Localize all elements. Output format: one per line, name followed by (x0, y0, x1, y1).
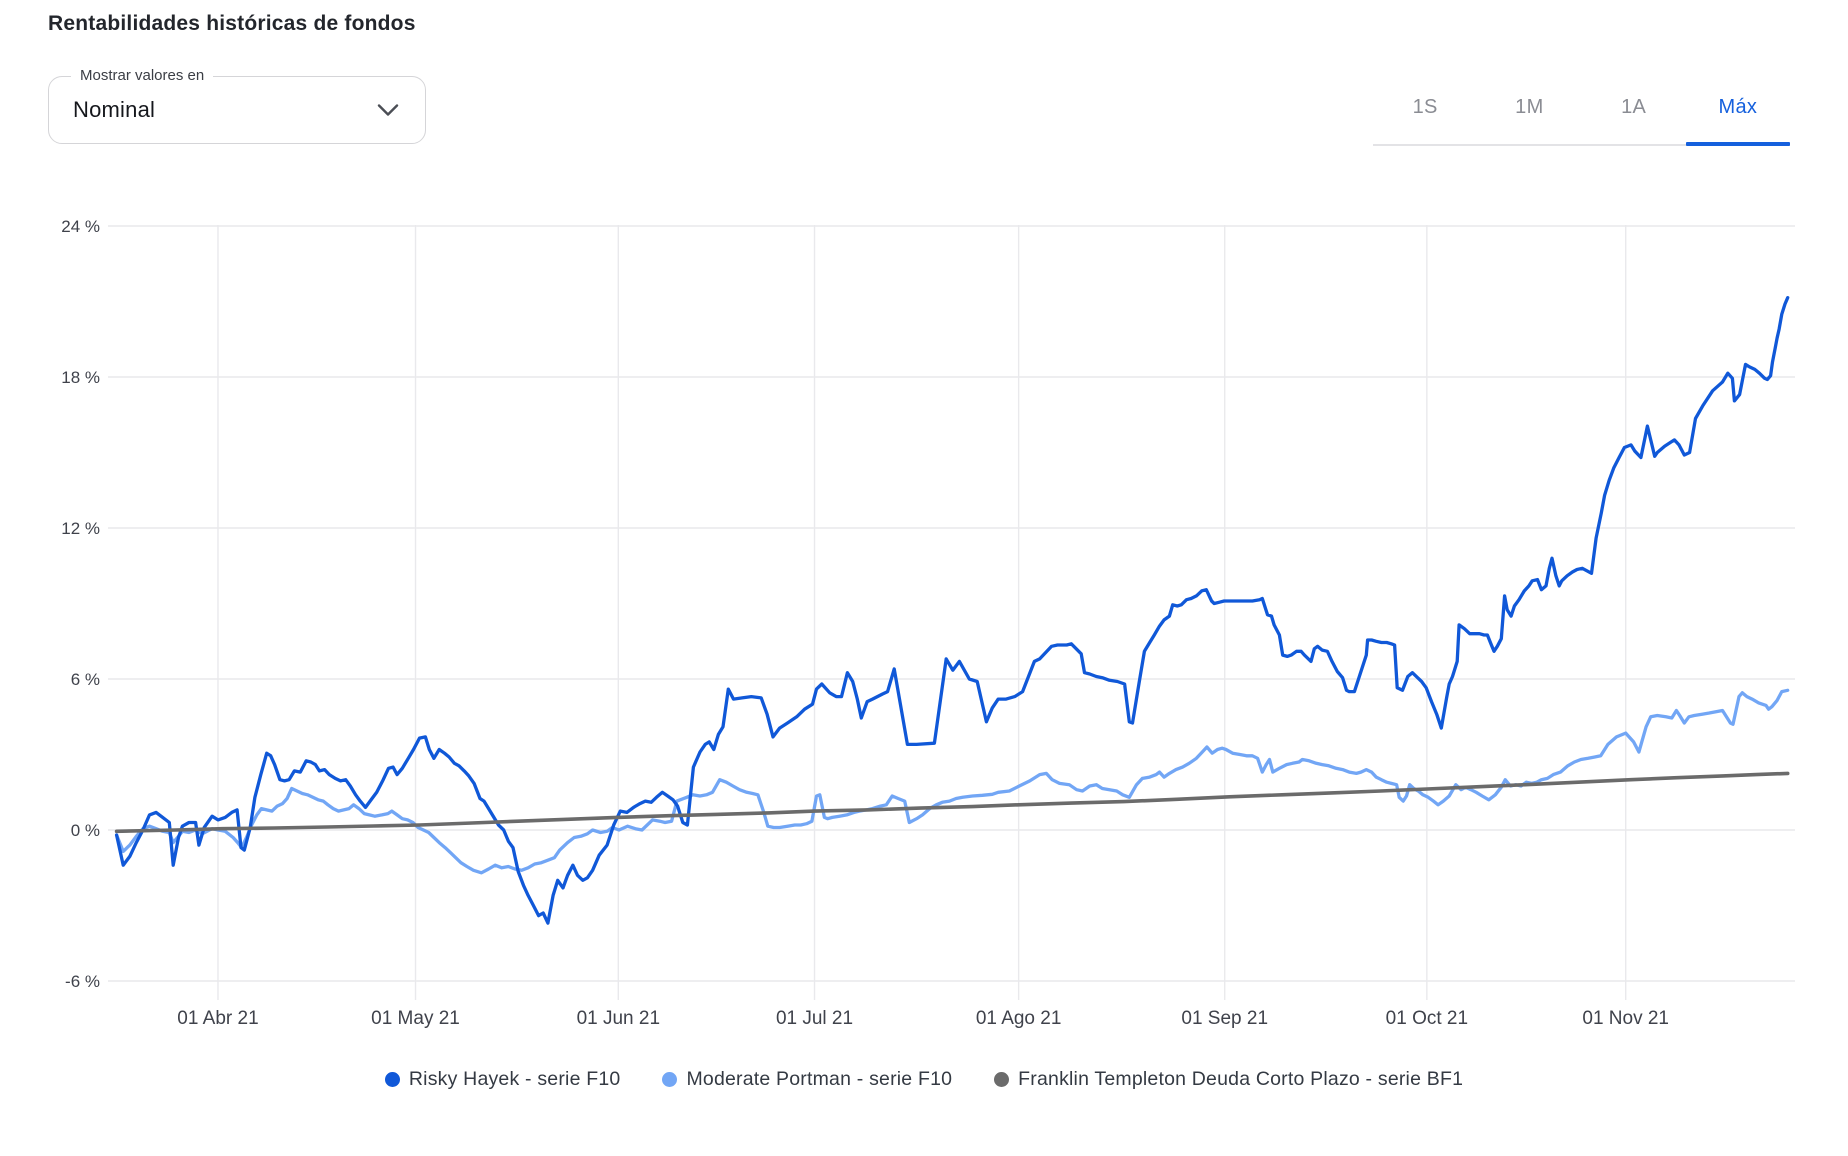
tab-1s[interactable]: 1S (1412, 95, 1438, 118)
legend-label: Franklin Templeton Deuda Corto Plazo - s… (1018, 1068, 1464, 1090)
legend-item-risky-hayek: Risky Hayek - serie F10 (384, 1068, 621, 1091)
svg-text:0 %: 0 % (71, 821, 100, 840)
legend-item-moderate-portman: Moderate Portman - serie F10 (662, 1068, 952, 1091)
legend: Risky Hayek - serie F10 Moderate Portman… (0, 1068, 1848, 1091)
tab-1a[interactable]: 1A (1621, 95, 1647, 118)
page-title: Rentabilidades históricas de fondos (48, 12, 416, 35)
svg-text:01 Nov 21: 01 Nov 21 (1582, 1008, 1669, 1029)
svg-text:18 %: 18 % (61, 368, 100, 387)
series-dot-risky-hayek (384, 1072, 400, 1087)
value-mode-select-value: Nominal (73, 97, 156, 122)
legend-item-franklin-templeton: Franklin Templeton Deuda Corto Plazo - s… (994, 1068, 1463, 1091)
tab-max[interactable]: Máx (1718, 95, 1758, 118)
series-dot-franklin-templeton (994, 1072, 1010, 1087)
svg-text:01 Sep 21: 01 Sep 21 (1181, 1008, 1268, 1029)
range-tabs: 1S 1M 1A Máx (1373, 84, 1790, 150)
legend-label: Risky Hayek - serie F10 (408, 1068, 621, 1090)
value-mode-select-label: Mostrar valores en (71, 67, 214, 84)
tabs-active-indicator (1685, 142, 1790, 146)
legend-label: Moderate Portman - serie F10 (686, 1068, 953, 1090)
svg-text:01 Oct 21: 01 Oct 21 (1386, 1008, 1468, 1029)
series-dot-moderate-portman (662, 1072, 678, 1087)
svg-text:01 Jun 21: 01 Jun 21 (577, 1008, 660, 1029)
svg-text:01 Jul 21: 01 Jul 21 (776, 1008, 853, 1029)
svg-text:12 %: 12 % (61, 519, 100, 538)
svg-text:01 May 21: 01 May 21 (371, 1008, 460, 1029)
chevron-down-icon (377, 104, 399, 117)
svg-text:01 Ago 21: 01 Ago 21 (976, 1008, 1062, 1029)
svg-text:6 %: 6 % (71, 670, 100, 689)
tab-1m[interactable]: 1M (1515, 95, 1544, 118)
svg-text:-6 %: -6 % (65, 972, 100, 991)
svg-text:24 %: 24 % (61, 217, 100, 236)
tabs-underline-track (1373, 144, 1790, 146)
svg-text:01 Abr 21: 01 Abr 21 (177, 1008, 258, 1029)
value-mode-select[interactable]: Mostrar valores en Nominal (48, 67, 426, 144)
